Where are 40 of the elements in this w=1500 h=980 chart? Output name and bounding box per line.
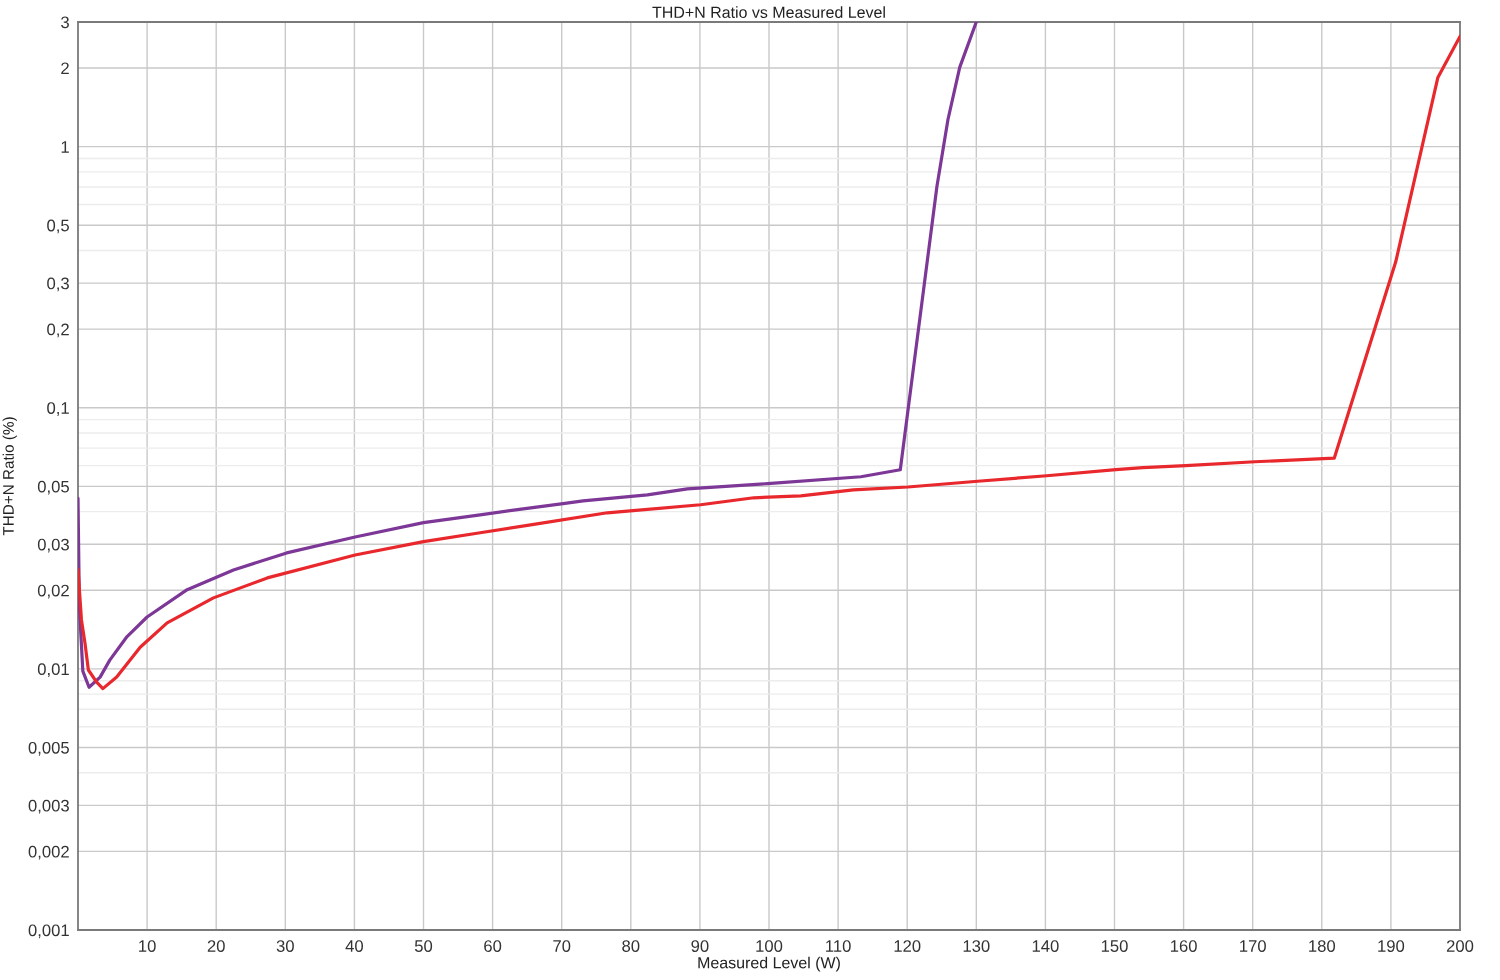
- x-tick-label: 200: [1446, 940, 1474, 952]
- y-tick-label: 0,03: [37, 538, 69, 553]
- x-tick-label: 120: [894, 940, 921, 952]
- x-tick-label: 90: [691, 940, 709, 952]
- y-tick-label: 3: [61, 16, 69, 29]
- x-tick-label: 40: [345, 940, 364, 952]
- y-tick-label: 0,02: [37, 584, 69, 599]
- x-tick-label: 140: [1032, 940, 1059, 952]
- y-tick-label: 0,2: [47, 323, 69, 338]
- y-tick-label: 0,01: [37, 663, 69, 678]
- x-tick-label: 50: [414, 940, 433, 952]
- x-tick-label: 180: [1309, 940, 1336, 952]
- x-tick-label: 130: [963, 940, 990, 952]
- y-tick-label: 0,1: [47, 402, 69, 416]
- y-tick-label: 0,005: [28, 741, 69, 756]
- x-tick-label: 60: [484, 940, 502, 952]
- x-tick-label: 20: [207, 940, 225, 952]
- y-tick-label: 2: [61, 62, 69, 75]
- y-tick-label: 0,3: [47, 277, 69, 292]
- y-tick-label: 0,003: [28, 799, 69, 814]
- y-tick-label: 0,5: [47, 219, 69, 234]
- y-tick-label: 1: [61, 141, 69, 153]
- x-axis-title: Measured Level (W): [698, 956, 840, 972]
- x-tick-label: 160: [1170, 940, 1197, 952]
- y-axis-title: THD+N Ratio (%): [2, 417, 17, 536]
- chart-title: THD+N Ratio vs Measured Level: [652, 6, 885, 18]
- x-tick-label: 110: [826, 940, 851, 952]
- x-tick-label: 100: [756, 940, 783, 952]
- x-tick-label: 170: [1240, 940, 1266, 952]
- y-tick-label: 0,002: [28, 845, 69, 860]
- x-tick-label: 150: [1101, 940, 1128, 952]
- x-tick-label: 80: [622, 940, 640, 952]
- x-tick-label: 70: [553, 940, 571, 952]
- line-series: [78, 34, 1460, 691]
- y-tick-label: 0,05: [37, 480, 69, 495]
- x-tick-label: 190: [1378, 940, 1405, 952]
- line-series: [78, 22, 978, 689]
- y-tick-label: 0,001: [28, 924, 69, 939]
- x-tick-label: 10: [139, 940, 156, 952]
- x-tick-label: 30: [276, 940, 294, 952]
